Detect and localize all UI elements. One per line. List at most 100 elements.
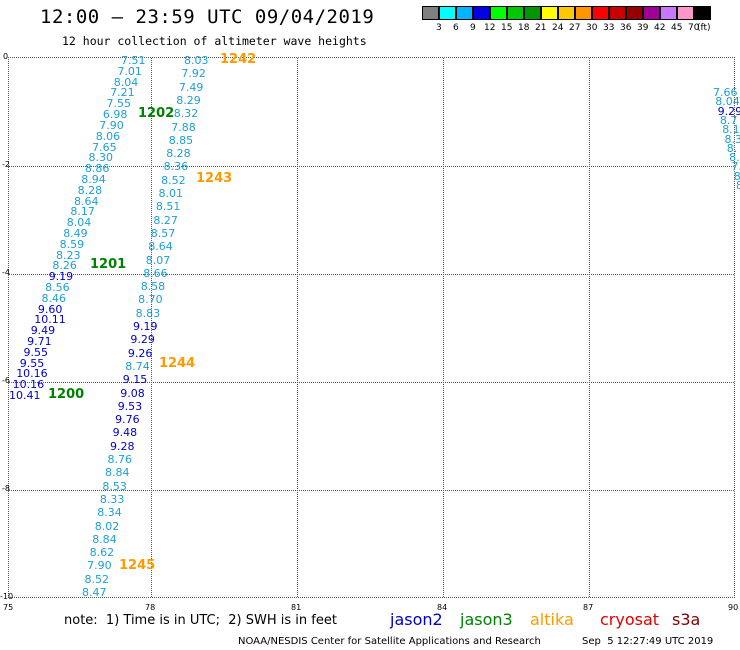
scale-label: 15 <box>501 23 513 33</box>
scale-label: 18 <box>518 23 530 33</box>
swh-value-track-b: 8.74 <box>125 359 150 373</box>
swh-value-track-a: 8.94 <box>81 172 106 186</box>
swh-value-track-b: 8.03 <box>184 54 209 67</box>
scale-label: 27 <box>569 23 581 33</box>
x-tick-90: 90 <box>728 603 739 612</box>
mission-altika: altika <box>530 610 574 629</box>
swh-value-track-b: 8.62 <box>89 546 115 560</box>
swh-value-track-a: 6.98 <box>102 108 128 121</box>
swh-value-track-a: 7.90 <box>99 118 124 132</box>
footer-note: note: 1) Time is in UTC; 2) SWH is in fe… <box>64 613 337 628</box>
scale-label: 30 <box>586 23 598 33</box>
swh-value-track-a: 7.65 <box>92 140 117 154</box>
scale-swatch <box>694 6 711 20</box>
swh-value-track-c: 8.04 <box>715 95 740 109</box>
swh-value-track-b: 8.53 <box>102 479 127 493</box>
time-label-1245: 1245 <box>119 558 156 573</box>
swh-value-track-b: 8.52 <box>161 173 186 187</box>
scale-swatch <box>609 6 626 20</box>
swh-value-track-b: 8.33 <box>99 492 125 506</box>
footer-credit-time: Sep 5 12:27:49 UTC 2019 <box>582 636 714 647</box>
swh-value-track-a: 8.46 <box>41 291 67 305</box>
swh-value-track-b: 8.84 <box>105 466 130 480</box>
swh-value-track-a: 8.49 <box>63 226 88 240</box>
swh-value-track-a: 7.51 <box>121 54 146 67</box>
swh-value-track-a: 9.55 <box>23 345 49 359</box>
swh-value-track-a: 10.41 <box>9 389 41 402</box>
y-tick-0: 0 <box>3 52 9 61</box>
scale-swatch <box>558 6 575 20</box>
swh-value-track-a: 10.11 <box>34 313 66 327</box>
swh-value-track-b: 8.52 <box>84 572 110 586</box>
swh-value-track-a: 8.23 <box>56 248 81 262</box>
time-label-1242: 1242 <box>220 52 257 67</box>
swh-value-track-b: 7.49 <box>178 80 204 94</box>
scale-label: 42 <box>654 23 666 33</box>
swh-value-track-a: 8.64 <box>74 194 99 208</box>
swh-value-track-a: 7.55 <box>106 97 132 111</box>
time-label-1200: 1200 <box>48 387 85 402</box>
scale-label: 12 <box>484 23 496 33</box>
swh-value-track-c: 8. <box>726 141 738 155</box>
swh-value-track-a: 9.55 <box>19 356 45 370</box>
swh-value-track-c: 8 <box>736 179 740 192</box>
x-tick-84: 84 <box>437 603 448 612</box>
mission-cryosat: cryosat <box>600 610 660 629</box>
swh-value-track-b: 8.34 <box>97 506 122 520</box>
swh-value-track-b: 8.51 <box>155 200 181 214</box>
x-tick-87: 87 <box>583 603 594 612</box>
time-label-1243: 1243 <box>196 171 233 186</box>
swh-value-track-a: 9.71 <box>27 335 52 348</box>
swh-value-track-b: 9.53 <box>117 399 143 413</box>
scale-label: 21 <box>535 23 547 33</box>
swh-value-track-a: 8.26 <box>52 259 77 273</box>
scale-swatch <box>592 6 609 20</box>
scale-swatch <box>677 6 694 20</box>
scale-swatch <box>473 6 490 20</box>
scale-label: 39 <box>637 23 649 33</box>
gridline-lon-78 <box>151 58 152 597</box>
swh-value-track-a: 9.19 <box>48 270 74 284</box>
swh-value-track-b: 8.36 <box>163 160 189 174</box>
gridline-lon-87 <box>589 58 590 597</box>
swh-value-track-c: 8.7 <box>719 113 738 127</box>
scale-swatch <box>422 6 439 20</box>
gridline-lat-6 <box>9 382 734 383</box>
swh-value-track-a: 8.17 <box>70 205 95 219</box>
scale-swatch <box>643 6 660 20</box>
swh-value-track-b: 8.32 <box>173 107 199 121</box>
swh-value-track-b: 9.19 <box>133 320 158 333</box>
swh-value-track-b: 7.92 <box>181 67 206 81</box>
swh-value-track-a: 7.01 <box>117 64 142 78</box>
scale-swatch <box>524 6 541 20</box>
swh-value-track-b: 7.88 <box>171 120 196 134</box>
swh-value-track-b: 8.29 <box>176 93 201 107</box>
swh-value-track-b: 7.90 <box>87 559 112 573</box>
scale-label: 24 <box>552 23 564 33</box>
swh-value-track-b: 8.76 <box>107 453 133 466</box>
swh-value-track-c: 8. <box>729 151 740 165</box>
time-label-1202: 1202 <box>138 106 175 121</box>
swh-value-track-b: 9.08 <box>120 386 145 400</box>
mission-s3a: s3a <box>672 610 701 629</box>
swh-value-track-b: 8.58 <box>140 280 166 294</box>
swh-value-track-c: 8.1 <box>722 123 740 137</box>
gridline-lat-8 <box>9 490 734 491</box>
swh-value-track-c: 8. <box>733 169 740 183</box>
scale-swatch <box>456 6 473 20</box>
swh-value-track-c: 9.29 <box>717 104 740 118</box>
swh-value-track-b: 9.15 <box>122 373 148 387</box>
swh-value-track-a: 8.56 <box>45 280 70 294</box>
scale-swatch <box>575 6 592 20</box>
swh-value-track-c: 7.66 <box>713 86 738 99</box>
swh-value-track-a: 7.21 <box>110 86 135 100</box>
swh-value-track-a: 8.30 <box>88 151 114 165</box>
swh-value-track-a: 10.16 <box>12 378 45 392</box>
x-tick-78: 78 <box>145 603 156 612</box>
swh-value-track-b: 9.28 <box>110 439 135 453</box>
swh-value-track-b: 9.26 <box>127 346 153 360</box>
gridline-lon-81 <box>297 58 298 597</box>
map-plot-area <box>8 57 735 598</box>
swh-value-track-b: 8.83 <box>135 306 161 320</box>
swh-value-track-a: 8.86 <box>84 162 110 176</box>
